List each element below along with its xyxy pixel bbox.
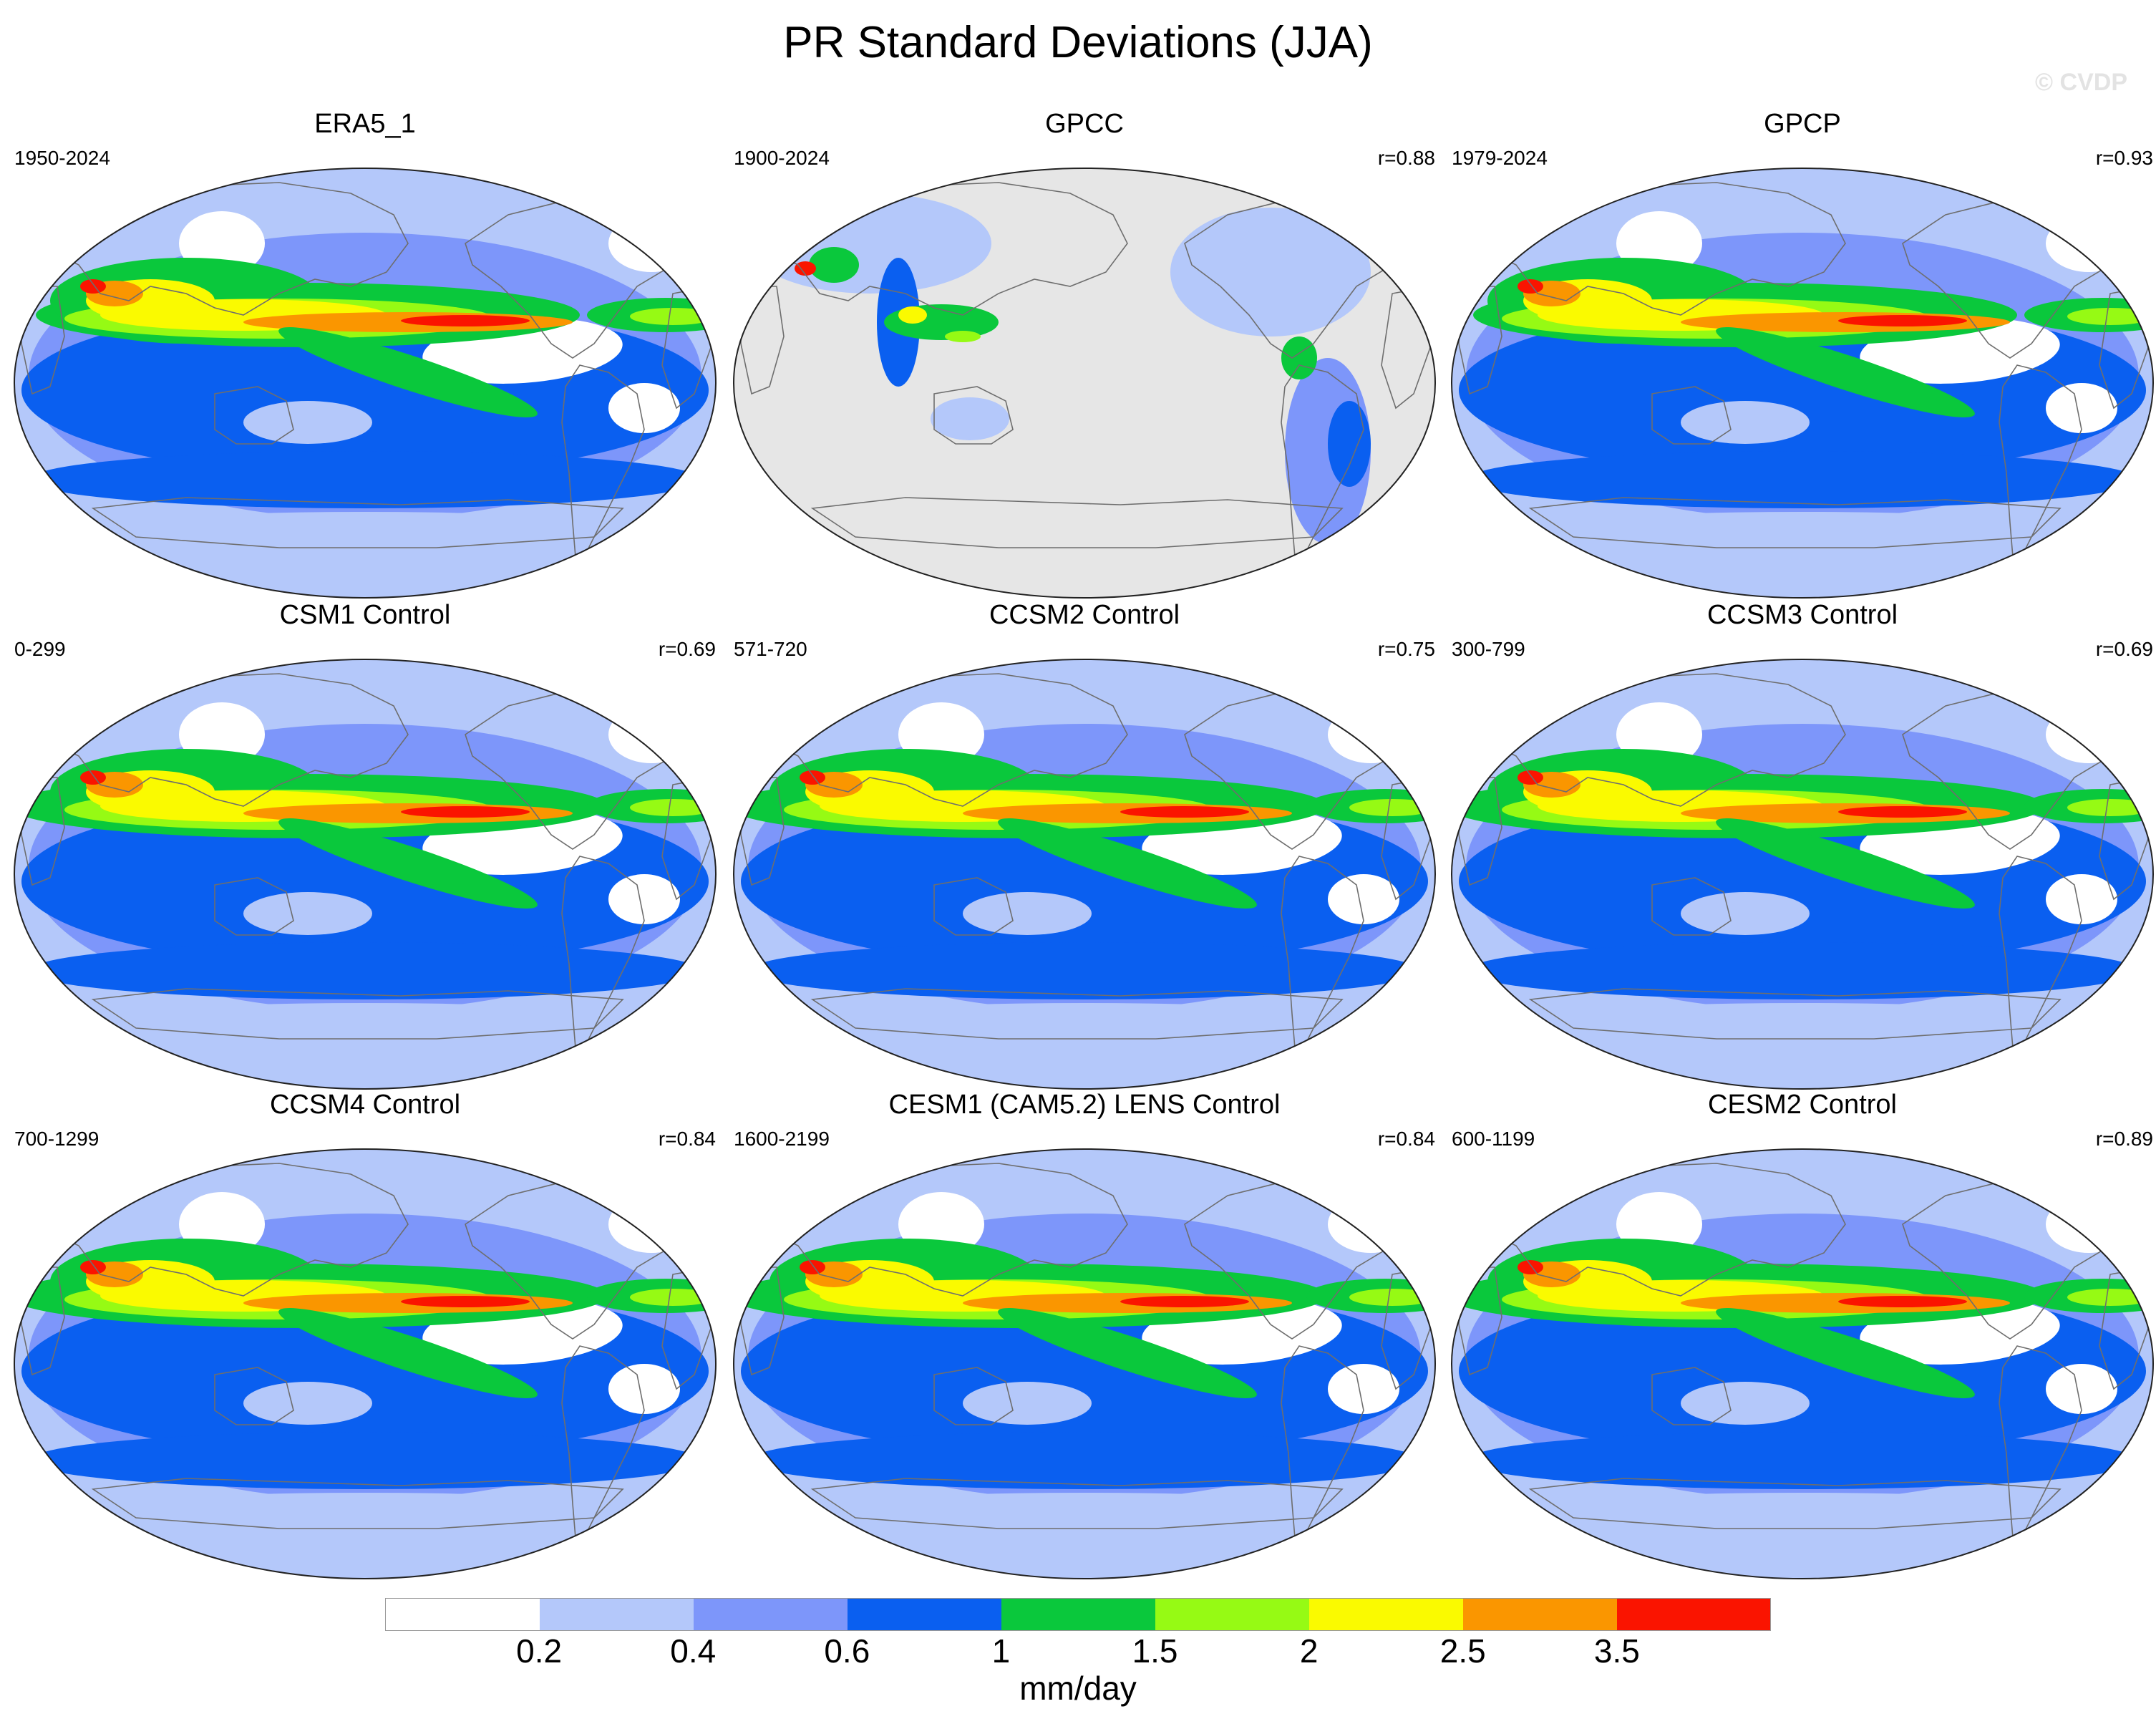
- colorbar-swatch: [385, 1598, 540, 1631]
- precip-field: [1452, 1149, 2153, 1579]
- panel-pattern-correlation: r=0.84: [658, 1128, 716, 1150]
- map-border: [13, 1148, 717, 1579]
- map-panel: CESM2 Control 600-1199 r=0.89: [1444, 1088, 2156, 1582]
- panel-pattern-correlation: r=0.93: [2095, 147, 2153, 169]
- world-map: [732, 1148, 1437, 1579]
- colorbar-swatch: [1001, 1598, 1156, 1631]
- colorbar-swatch: [1155, 1598, 1310, 1631]
- colorbar-swatch: [1308, 1598, 1464, 1631]
- map-border: [1450, 1148, 2155, 1579]
- figure-title: PR Standard Deviations (JJA): [783, 18, 1373, 67]
- precip-field: [14, 1149, 716, 1579]
- colorbar-tick-label: 2.5: [1439, 1632, 1486, 1670]
- map-border: [732, 659, 1437, 1090]
- precip-field: [1452, 659, 2153, 1089]
- panel-title: GPCP: [1764, 109, 1841, 139]
- panel-pattern-correlation: r=0.69: [658, 638, 716, 660]
- panel-title: CSM1 Control: [279, 600, 451, 630]
- cvdp-watermark: © CVDP: [2035, 69, 2127, 96]
- colorbar-swatch: [847, 1598, 1001, 1631]
- panel-pattern-correlation: r=0.84: [1377, 1128, 1435, 1150]
- colorbar-tick-label: 0.6: [824, 1632, 870, 1670]
- precip-field: [14, 168, 716, 598]
- colorbar-tick-label: 0.2: [516, 1632, 563, 1670]
- panel-title: CCSM4 Control: [269, 1090, 461, 1120]
- panel-period: 571-720: [734, 638, 807, 660]
- map-border: [732, 168, 1437, 599]
- map-panel: CSM1 Control 0-299 r=0.69: [7, 599, 723, 1093]
- panel-pattern-correlation: r=0.89: [2095, 1128, 2153, 1150]
- map-border: [1450, 659, 2155, 1090]
- world-map: [13, 1148, 717, 1579]
- precip-field: [1452, 168, 2153, 598]
- colorbar-swatch: [539, 1598, 694, 1631]
- world-map: [732, 659, 1437, 1090]
- panel-title: CESM2 Control: [1708, 1090, 1897, 1120]
- map-border: [13, 168, 717, 599]
- world-map: [732, 168, 1437, 599]
- panel-pattern-correlation: r=0.88: [1377, 147, 1435, 169]
- panel-period: 700-1299: [14, 1128, 99, 1150]
- panel-period: 0-299: [14, 638, 66, 660]
- map-panel: CCSM4 Control 700-1299 r=0.84: [7, 1088, 723, 1582]
- precip-field: [14, 659, 716, 1089]
- map-panel: CCSM3 Control 300-799 r=0.69: [1444, 599, 2156, 1093]
- panel-title: CCSM2 Control: [989, 600, 1180, 630]
- panel-title: GPCC: [1045, 109, 1124, 139]
- map-border: [732, 1148, 1437, 1579]
- map-panel: CESM1 (CAM5.2) LENS Control 1600-2199 r=0.…: [727, 1088, 1442, 1582]
- world-map: [1450, 659, 2155, 1090]
- colorbar-tick-label: 3.5: [1593, 1632, 1640, 1670]
- world-map: [13, 659, 717, 1090]
- panel-pattern-correlation: r=0.75: [1377, 638, 1435, 660]
- precip-field: [734, 659, 1435, 1089]
- map-panel: GPCP 1979-2024 r=0.93: [1444, 107, 2156, 601]
- world-map: [1450, 168, 2155, 599]
- map-panel: GPCC 1900-2024 r=0.88: [727, 107, 1442, 601]
- precip-field: [734, 1149, 1435, 1579]
- precip-field: [734, 168, 1435, 598]
- colorbar-tick-label: 2: [1299, 1632, 1319, 1670]
- map-panel: CCSM2 Control 571-720 r=0.75: [727, 599, 1442, 1093]
- panel-title: CESM1 (CAM5.2) LENS Control: [888, 1090, 1281, 1120]
- colorbar-swatch: [1462, 1598, 1618, 1631]
- panel-period: 1900-2024: [734, 147, 830, 169]
- colorbar-unit-label: mm/day: [1019, 1670, 1137, 1707]
- world-map: [13, 168, 717, 599]
- colorbar: [385, 1598, 1772, 1632]
- panel-period: 1950-2024: [14, 147, 110, 169]
- colorbar-tick-label: 0.4: [670, 1632, 717, 1670]
- map-border: [1450, 168, 2155, 599]
- panel-period: 1979-2024: [1452, 147, 1548, 169]
- colorbar-tick-label: 1.5: [1132, 1632, 1178, 1670]
- panel-title: CCSM3 Control: [1706, 600, 1898, 630]
- world-map: [1450, 1148, 2155, 1579]
- colorbar-swatch: [1616, 1598, 1772, 1631]
- panel-period: 600-1199: [1452, 1128, 1535, 1150]
- colorbar-tick-label: 1: [991, 1632, 1011, 1670]
- panel-period: 300-799: [1452, 638, 1525, 660]
- panel-pattern-correlation: r=0.69: [2095, 638, 2153, 660]
- map-border: [13, 659, 717, 1090]
- panel-title: ERA5_1: [314, 109, 416, 139]
- map-panel: ERA5_1 1950-2024: [7, 107, 723, 601]
- colorbar-swatch: [693, 1598, 848, 1631]
- panel-period: 1600-2199: [734, 1128, 830, 1150]
